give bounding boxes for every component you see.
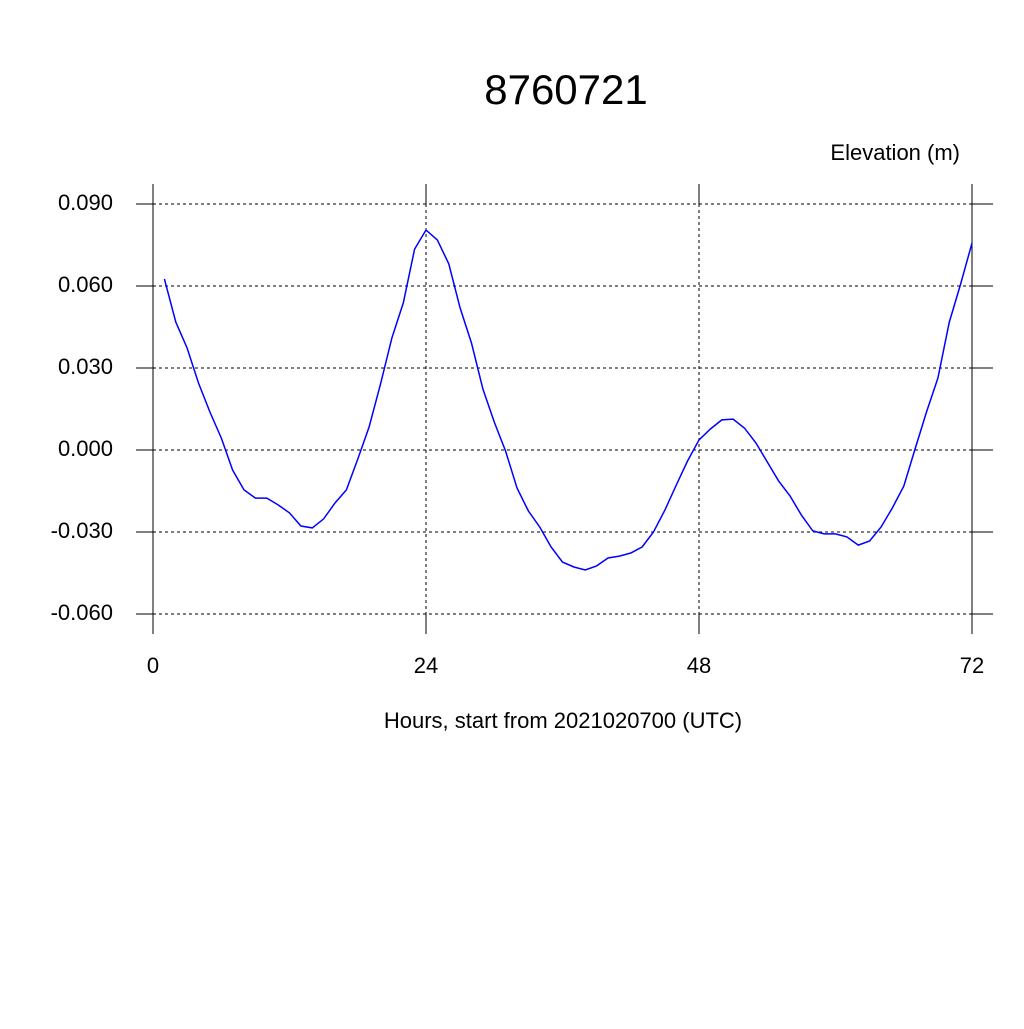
y-tick-label: 0.000 <box>58 436 113 461</box>
y-tick-label: -0.030 <box>51 518 113 543</box>
y-tick-label: 0.030 <box>58 354 113 379</box>
y-tick-label: 0.060 <box>58 272 113 297</box>
x-tick-label: 48 <box>687 653 711 678</box>
y-tick-label: -0.060 <box>51 600 113 625</box>
x-tick-label: 0 <box>147 653 159 678</box>
chart-title: 8760721 <box>484 66 648 113</box>
y-axis-label: Elevation (m) <box>830 140 960 165</box>
x-axis-label: Hours, start from 2021020700 (UTC) <box>384 708 742 733</box>
x-tick-label: 72 <box>960 653 984 678</box>
data-line <box>163 228 973 571</box>
x-tick-label: 24 <box>414 653 438 678</box>
y-tick-label: 0.090 <box>58 190 113 215</box>
